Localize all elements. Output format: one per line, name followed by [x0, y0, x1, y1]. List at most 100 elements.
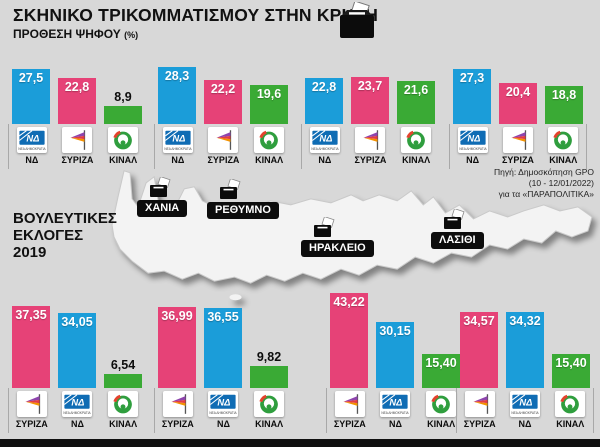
bar-ΝΔ: 34,32 [506, 312, 544, 388]
page-title: ΣΚΗΝΙΚΟ ΤΡΙΚΟΜΜΑΤΙΣΜΟΥ ΣΤΗΝ ΚΡΗΤΗ [13, 5, 379, 25]
party-cell-ΚΙΝΑΛ: ΚΙΝΑΛ [420, 391, 462, 433]
party-name-label: ΝΔ [518, 419, 532, 429]
bar-ΚΙΝΑΛ: 19,6 [250, 85, 288, 124]
party-logo-box [16, 391, 47, 417]
party-name-label: ΚΙΝΑΛ [427, 419, 456, 429]
svg-text:ΝΔ: ΝΔ [172, 133, 185, 143]
bottom-black-strip [0, 439, 600, 447]
region-marker-irakleio: ΗΡΑΚΛΕΙΟ [301, 217, 374, 257]
bar-ΣΥΡΙΖΑ: 23,7 [351, 77, 389, 124]
bar-ΚΙΝΑΛ: 8,9 [104, 90, 142, 124]
svg-text:ΝΔ: ΝΔ [519, 397, 532, 407]
nd-logo-icon: ΝΔ ΝΕΑ ΔΗΜΟΚΡΑΤΙΑ [210, 393, 237, 414]
bar-group-ΗΡΑΚΛΕΙΟ: 22,8 23,7 21,6 ΝΔ ΝΕΑ ΔΗΜΟΚΡΑΤΙΑ ΝΔ ΣΥΡΙΖΑ ΚΙΝΑ… [301, 49, 439, 169]
svg-text:ΝΕΑ ΔΗΜΟΚΡΑΤΙΑ: ΝΕΑ ΔΗΜΟΚΡΑΤΙΑ [18, 146, 46, 150]
region-marker-rethymno: ΡΕΘΥΜΝΟ [207, 179, 279, 219]
bar-value-label: 36,99 [161, 309, 193, 323]
party-logo-box [108, 127, 139, 153]
bar-value-label: 23,7 [357, 79, 383, 93]
party-logo-box: ΝΔ ΝΕΑ ΔΗΜΟΚΡΑΤΙΑ [309, 127, 340, 153]
region-label-lasithi: ΛΑΣΙΘΙ [431, 232, 484, 249]
bar-value-label: 34,05 [61, 315, 93, 329]
party-labels-row: ΝΔ ΝΕΑ ΔΗΜΟΚΡΑΤΙΑ ΝΔ ΣΥΡΙΖΑ ΚΙΝΑΛ [154, 124, 292, 169]
bar-group-ΛΑΣΙΘΙ: 34,57 34,32 15,40 ΣΥΡΙΖΑ ΝΔ ΝΕΑ ΔΗΜΟΚΡΑΤΙΑ ΝΔ Κ… [456, 278, 594, 433]
party-cell-ΚΙΝΑΛ: ΚΙΝΑΛ [248, 127, 290, 169]
party-cell-ΚΙΝΑΛ: ΚΙΝΑΛ [395, 127, 437, 169]
party-logo-box [208, 127, 239, 153]
party-labels-row: ΝΔ ΝΕΑ ΔΗΜΟΚΡΑΤΙΑ ΝΔ ΣΥΡΙΖΑ ΚΙΝΑΛ [449, 124, 587, 169]
bar-ΝΔ: 34,05 [58, 313, 96, 388]
syriza-logo-icon [70, 129, 86, 150]
party-cell-ΣΥΡΙΖΑ: ΣΥΡΙΖΑ [202, 127, 244, 169]
bar-value-label: 21,6 [403, 83, 429, 97]
svg-text:ΝΕΑ ΔΗΜΟΚΡΑΤΙΑ: ΝΕΑ ΔΗΜΟΚΡΑΤΙΑ [164, 146, 192, 150]
party-logo-box [254, 391, 285, 417]
source-line3: για τα «ΠΑΡΑΠΟΛΙΤΙΚΑ» [498, 189, 594, 199]
party-logo-box [555, 391, 586, 417]
svg-text:ΝΕΑ ΔΗΜΟΚΡΑΤΙΑ: ΝΕΑ ΔΗΜΟΚΡΑΤΙΑ [382, 410, 410, 414]
party-logo-box: ΝΔ ΝΕΑ ΔΗΜΟΚΡΑΤΙΑ [162, 127, 193, 153]
kinal-logo-icon [560, 394, 580, 413]
region-marker-lasithi: ΛΑΣΙΘΙ [431, 209, 484, 249]
party-cell-ΚΙΝΑΛ: ΚΙΝΑΛ [248, 391, 290, 433]
ballot-box-icon [314, 217, 335, 237]
bars-row: 34,57 34,32 15,40 [460, 312, 590, 388]
syriza-logo-icon [216, 129, 232, 150]
party-cell-ΚΙΝΑΛ: ΚΙΝΑΛ [542, 127, 584, 169]
bar-group-ΛΑΣΙΘΙ: 27,3 20,4 18,8 ΝΔ ΝΕΑ ΔΗΜΟΚΡΑΤΙΑ ΝΔ ΣΥΡΙΖΑ ΚΙΝΑ… [449, 49, 587, 169]
party-logo-box [355, 127, 386, 153]
bars-row: 37,35 34,05 6,54 [12, 306, 142, 388]
elections-heading-line2: ΕΚΛΟΓΕΣ [13, 227, 84, 244]
elections-heading-line3: 2019 [13, 244, 47, 261]
party-cell-ΣΥΡΙΖΑ: ΣΥΡΙΖΑ [329, 391, 371, 433]
source-line1: Πηγή: Δημοσκόπηση GPO [494, 167, 594, 177]
party-name-label: ΝΔ [318, 155, 332, 165]
party-name-label: ΣΥΡΙΖΑ [333, 419, 366, 429]
syriza-logo-icon [25, 393, 40, 414]
bar-ΚΙΝΑΛ: 21,6 [397, 81, 435, 124]
elections-heading-line1: ΒΟΥΛΕΥΤΙΚΕΣ [13, 210, 117, 227]
syriza-logo-icon [473, 393, 488, 414]
bar-value-label: 8,9 [114, 90, 132, 104]
party-cell-ΚΙΝΑΛ: ΚΙΝΑΛ [549, 391, 591, 433]
bar-ΣΥΡΙΖΑ: 22,8 [58, 78, 96, 124]
party-labels-row: ΝΔ ΝΕΑ ΔΗΜΟΚΡΑΤΙΑ ΝΔ ΣΥΡΙΖΑ ΚΙΝΑΛ [8, 124, 146, 169]
kinal-logo-icon [259, 394, 279, 413]
bar-ΝΔ: 22,8 [305, 78, 343, 124]
bar-ΣΥΡΙΖΑ: 34,57 [460, 312, 498, 388]
party-cell-ΣΥΡΙΖΑ: ΣΥΡΙΖΑ [459, 391, 501, 433]
bar-ΣΥΡΙΖΑ: 37,35 [12, 306, 50, 388]
nd-logo-icon: ΝΔ ΝΕΑ ΔΗΜΟΚΡΑΤΙΑ [511, 393, 539, 414]
party-name-label: ΣΥΡΙΖΑ [161, 419, 194, 429]
nd-logo-icon: ΝΔ ΝΕΑ ΔΗΜΟΚΡΑΤΙΑ [382, 393, 410, 414]
party-cell-ΝΔ: ΝΔ ΝΕΑ ΔΗΜΟΚΡΑΤΙΑ ΝΔ [202, 391, 244, 433]
party-logo-box [254, 127, 285, 153]
syriza-logo-icon [511, 129, 527, 150]
kinal-logo-icon [431, 394, 451, 413]
party-name-label: ΝΔ [171, 155, 185, 165]
svg-text:ΝΕΑ ΔΗΜΟΚΡΑΤΙΑ: ΝΕΑ ΔΗΜΟΚΡΑΤΙΑ [459, 146, 487, 150]
party-name-label: ΚΙΝΑΛ [255, 419, 284, 429]
bars-row: 43,22 30,15 15,40 [330, 293, 460, 388]
party-logo-box [162, 391, 193, 417]
bar-value-label: 18,8 [551, 88, 577, 102]
bars-row: 36,99 36,55 9,82 [158, 307, 288, 388]
crete-map [111, 170, 593, 301]
party-logo-box [548, 127, 579, 153]
bar-ΣΥΡΙΖΑ: 36,99 [158, 307, 196, 388]
bar-ΚΙΝΑΛ: 6,54 [104, 358, 142, 388]
bar-value-label: 36,55 [207, 310, 239, 324]
region-label-irakleio: ΗΡΑΚΛΕΙΟ [301, 240, 374, 257]
party-logo-box [426, 391, 457, 417]
party-logo-box: ΝΔ ΝΕΑ ΔΗΜΟΚΡΑΤΙΑ [457, 127, 488, 153]
party-labels-row: ΣΥΡΙΖΑ ΝΔ ΝΕΑ ΔΗΜΟΚΡΑΤΙΑ ΝΔ ΚΙΝΑΛ [456, 388, 594, 433]
party-logo-box [401, 127, 432, 153]
party-labels-row: ΣΥΡΙΖΑ ΝΔ ΝΕΑ ΔΗΜΟΚΡΑΤΙΑ ΝΔ ΚΙΝΑΛ [326, 388, 464, 433]
party-name-label: ΚΙΝΑΛ [109, 419, 138, 429]
bar-value-label: 34,57 [463, 314, 495, 328]
bars-row: 27,5 22,8 8,9 [12, 69, 142, 124]
source-line2: (10 - 12/01/2022) [528, 178, 594, 188]
nd-logo-icon: ΝΔ ΝΕΑ ΔΗΜΟΚΡΑΤΙΑ [311, 129, 339, 150]
